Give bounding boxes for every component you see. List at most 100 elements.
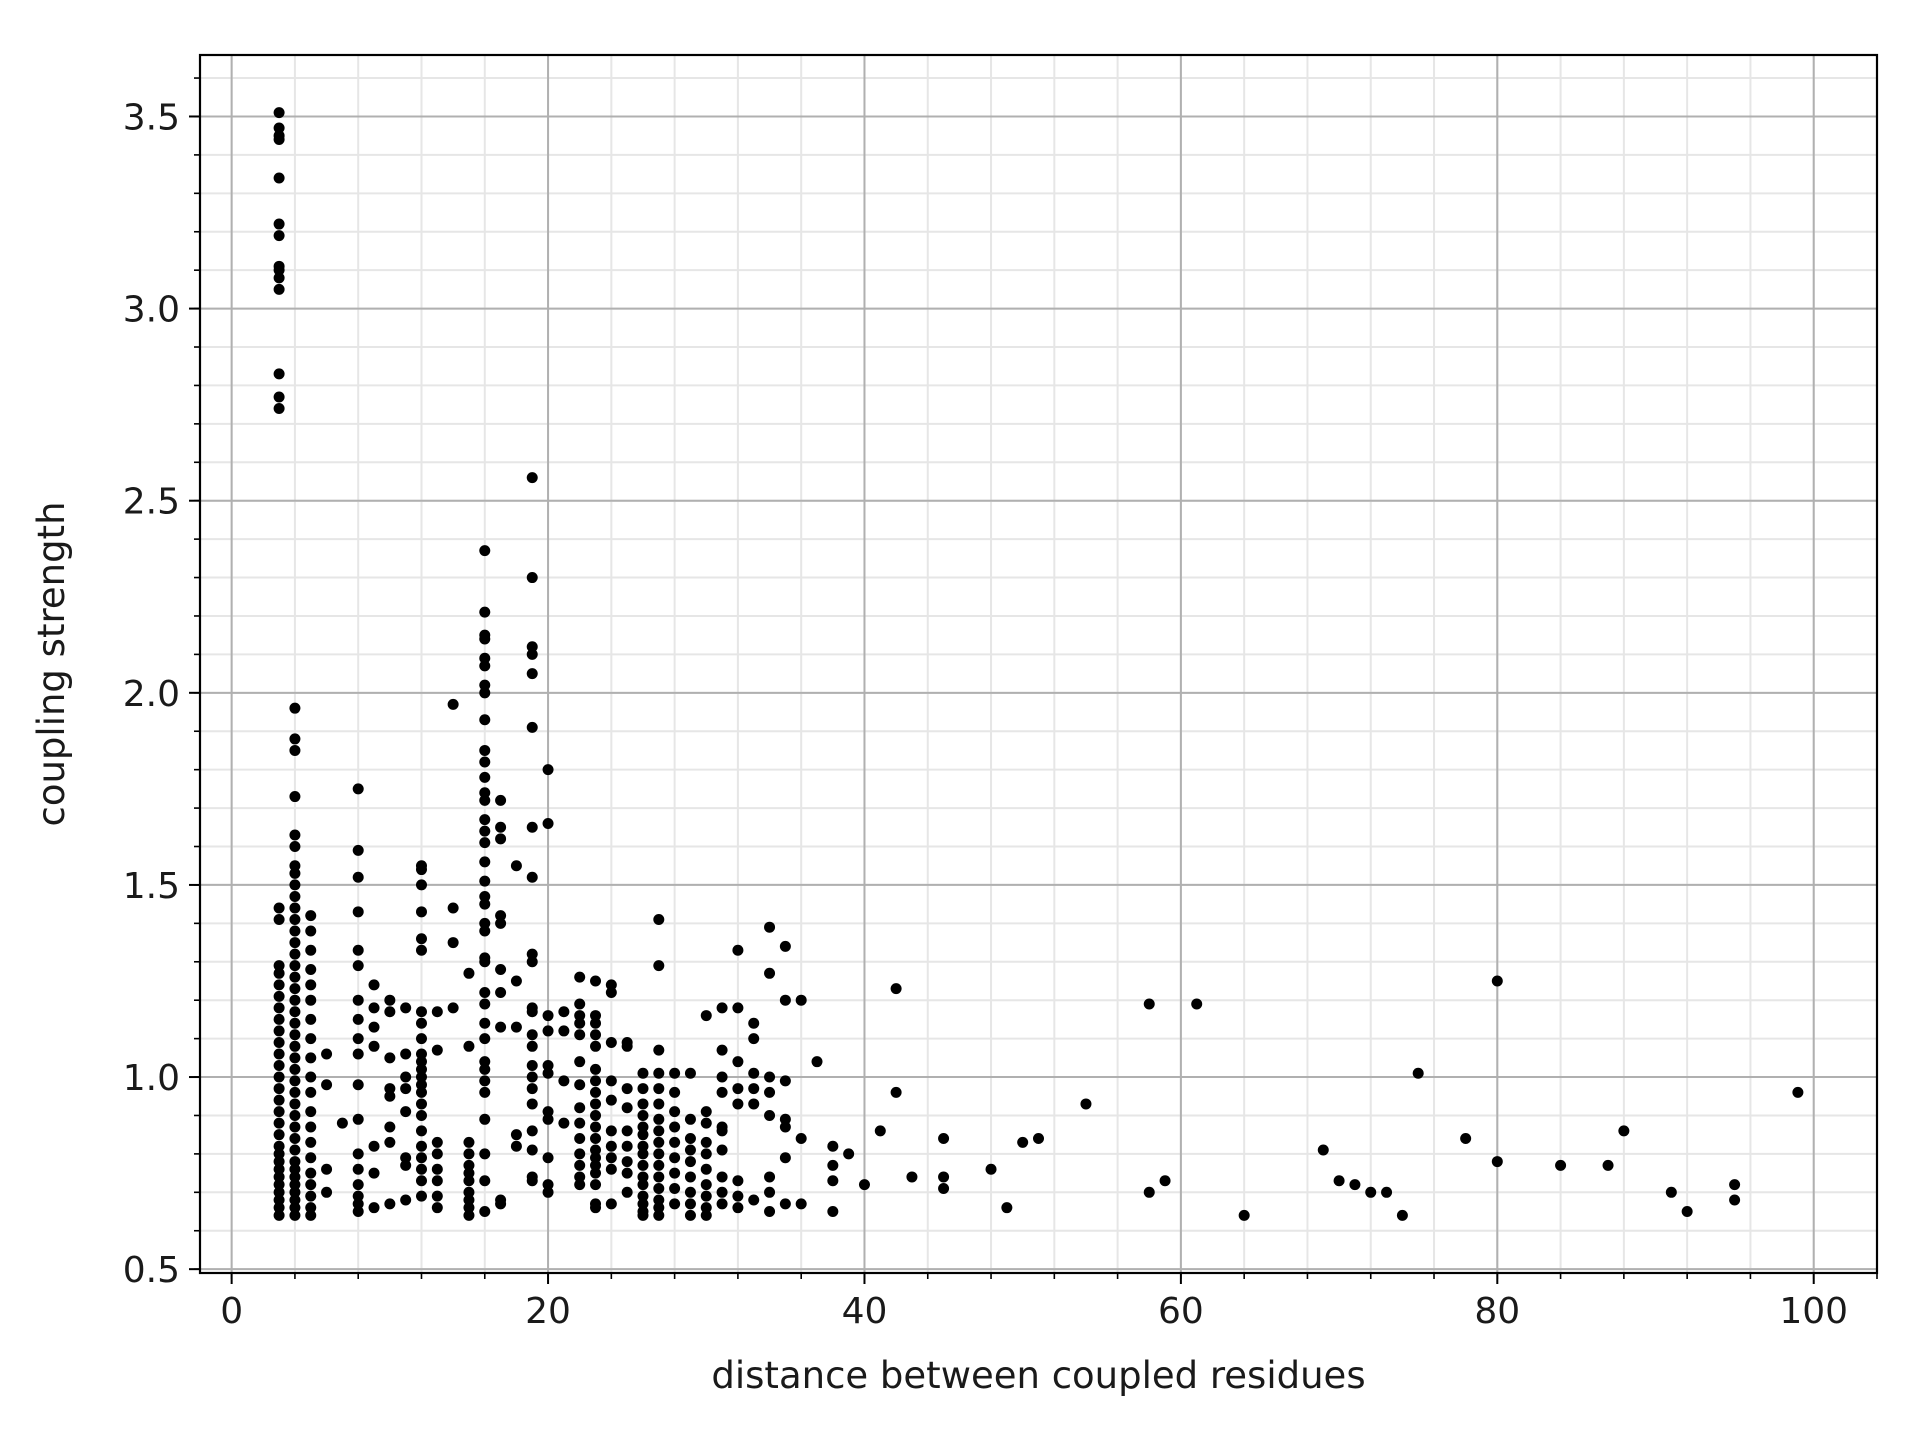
data-point [621, 1102, 633, 1114]
data-point [368, 1021, 380, 1033]
data-point [479, 875, 491, 887]
data-point [621, 1040, 633, 1052]
data-point [447, 698, 459, 710]
data-point [273, 402, 285, 414]
data-point [273, 283, 285, 295]
data-point [273, 1163, 285, 1175]
data-point [526, 948, 538, 960]
data-point [542, 1106, 554, 1118]
data-point [479, 890, 491, 902]
data-point [574, 1148, 586, 1160]
data-point [273, 134, 285, 146]
data-point [605, 1152, 617, 1164]
data-point [653, 1083, 665, 1095]
data-point [779, 1121, 791, 1133]
data-point [605, 979, 617, 991]
data-point [700, 1190, 712, 1202]
data-point [1317, 1144, 1329, 1156]
data-point [400, 1106, 412, 1118]
data-point [526, 1144, 538, 1156]
data-point [305, 944, 317, 956]
data-point [479, 917, 491, 929]
data-point [447, 1002, 459, 1014]
data-point [415, 1006, 427, 1018]
data-point [479, 679, 491, 691]
data-point [637, 1129, 649, 1141]
data-point [811, 1056, 823, 1068]
data-point [495, 1198, 507, 1210]
data-point [289, 1144, 301, 1156]
data-point [779, 1113, 791, 1125]
data-point [289, 948, 301, 960]
data-point [827, 1159, 839, 1171]
data-point [479, 771, 491, 783]
data-point [289, 1179, 301, 1191]
data-point [605, 1163, 617, 1175]
data-point [273, 264, 285, 276]
data-point [273, 1148, 285, 1160]
data-point [415, 879, 427, 891]
data-point [273, 967, 285, 979]
data-point [352, 1033, 364, 1045]
data-point [590, 1144, 602, 1156]
data-point [1618, 1125, 1630, 1137]
data-point [621, 1083, 633, 1095]
data-point [479, 794, 491, 806]
data-point [463, 1209, 475, 1221]
data-point [400, 1152, 412, 1164]
data-point [605, 1140, 617, 1152]
data-point [590, 1152, 602, 1164]
data-point [415, 933, 427, 945]
data-point [273, 902, 285, 914]
data-point [542, 1010, 554, 1022]
data-point [590, 975, 602, 987]
data-point [415, 1190, 427, 1202]
data-point [526, 821, 538, 833]
data-point [938, 1133, 950, 1145]
data-point [526, 1040, 538, 1052]
data-point [764, 921, 776, 933]
data-point [463, 1136, 475, 1148]
data-point [479, 856, 491, 868]
data-point [574, 1179, 586, 1191]
data-point [748, 1083, 760, 1095]
data-point [273, 1013, 285, 1025]
data-point [273, 1171, 285, 1183]
data-point [289, 1075, 301, 1087]
data-point [526, 1175, 538, 1187]
data-point [748, 1033, 760, 1045]
data-point [827, 1206, 839, 1218]
data-point [321, 1048, 333, 1060]
data-point [1412, 1067, 1424, 1079]
data-point [574, 1102, 586, 1114]
data-point [352, 1163, 364, 1175]
data-point [431, 1175, 443, 1187]
data-point [431, 1163, 443, 1175]
x-tick-label: 0 [220, 1291, 243, 1332]
data-point [479, 660, 491, 672]
data-point [732, 1083, 744, 1095]
data-point [352, 1148, 364, 1160]
axis-ticks: 0 20 40 60 80 100 0.5 1.0 1.5 2.0 2.5 3.0 3.5 [123, 77, 1878, 1332]
data-point [305, 1071, 317, 1083]
data-point [653, 1044, 665, 1056]
data-point [273, 1083, 285, 1095]
data-point [1017, 1136, 1029, 1148]
data-point [700, 1202, 712, 1214]
data-point [479, 1075, 491, 1087]
data-point [273, 1129, 285, 1141]
data-point [748, 1067, 760, 1079]
data-point [384, 1083, 396, 1095]
data-point [289, 702, 301, 714]
data-point [938, 1171, 950, 1183]
data-point [352, 994, 364, 1006]
data-point [479, 1175, 491, 1187]
data-point [795, 1198, 807, 1210]
data-point [352, 1179, 364, 1191]
data-point [352, 1190, 364, 1202]
data-point [289, 1186, 301, 1198]
data-point [542, 1186, 554, 1198]
data-point [590, 1109, 602, 1121]
data-point [305, 994, 317, 1006]
